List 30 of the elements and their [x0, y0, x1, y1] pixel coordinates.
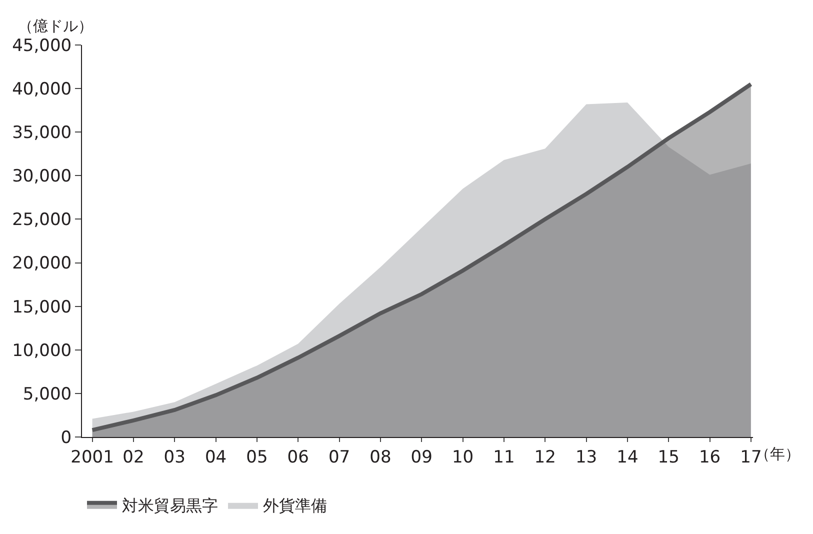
y-tick-label: 20,000 — [12, 254, 72, 274]
x-tick-label: 04 — [204, 447, 227, 468]
x-tick-label: 2001 — [70, 447, 114, 468]
x-tick-label: 06 — [287, 447, 309, 468]
x-tick-label: 13 — [575, 447, 598, 468]
x-tick-label: 08 — [370, 447, 392, 468]
x-tick-label: 09 — [410, 447, 432, 468]
y-tick-label: 35,000 — [12, 123, 72, 144]
x-tick-label: 02 — [122, 447, 144, 468]
y-tick-label: 5,000 — [22, 384, 72, 404]
x-tick-label: 16 — [698, 447, 721, 468]
x-tick-label: 12 — [534, 447, 556, 468]
x-tick-label: 03 — [164, 447, 186, 468]
y-tick-label: 0 — [60, 428, 72, 448]
y-tick-label: 45,000 — [12, 36, 72, 56]
x-tick-label: 15 — [658, 447, 680, 468]
legend-label: 対米貿易黒字 — [122, 496, 218, 516]
x-tick-label: 17 — [740, 447, 762, 468]
legend-label: 外貨準備 — [263, 496, 327, 516]
y-tick-label: 10,000 — [12, 340, 72, 361]
x-tick-label: 05 — [246, 447, 268, 468]
x-tick-label: 10 — [452, 447, 474, 468]
x-tick-label: 07 — [328, 447, 350, 468]
x-tick-label: 14 — [616, 447, 638, 468]
x-tick-label: 11 — [493, 447, 515, 468]
y-tick-label: 30,000 — [12, 166, 72, 187]
y-tick-label: 25,000 — [12, 210, 72, 230]
y-axis-title: （億ドル） — [18, 17, 93, 35]
y-tick-label: 40,000 — [12, 80, 72, 100]
y-tick-label: 15,000 — [12, 297, 72, 318]
